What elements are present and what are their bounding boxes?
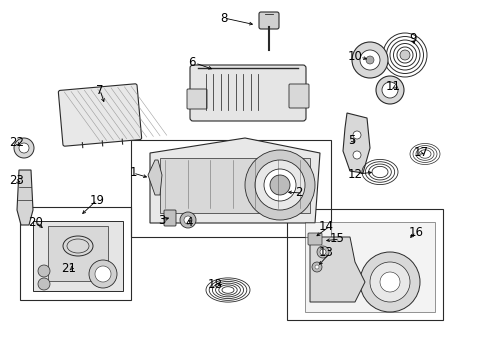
Polygon shape: [305, 222, 434, 312]
Circle shape: [14, 138, 34, 158]
FancyBboxPatch shape: [307, 233, 321, 245]
Text: 6: 6: [188, 57, 195, 69]
Circle shape: [375, 76, 403, 104]
Text: 11: 11: [385, 81, 400, 94]
Bar: [20, 207, 131, 300]
FancyBboxPatch shape: [190, 65, 305, 121]
Text: 23: 23: [10, 175, 24, 188]
Circle shape: [351, 42, 387, 78]
Polygon shape: [148, 160, 162, 195]
Text: 8: 8: [220, 12, 227, 24]
Circle shape: [244, 150, 314, 220]
Circle shape: [314, 265, 318, 269]
Text: 20: 20: [28, 216, 43, 229]
Circle shape: [38, 278, 50, 290]
Text: 10: 10: [347, 50, 362, 63]
Circle shape: [38, 265, 50, 277]
Text: 21: 21: [61, 261, 76, 274]
Text: 2: 2: [295, 186, 302, 199]
Circle shape: [19, 143, 29, 153]
Circle shape: [319, 249, 325, 255]
Circle shape: [311, 262, 321, 272]
Bar: [131, 140, 330, 237]
Circle shape: [399, 50, 409, 60]
Text: 14: 14: [318, 220, 333, 233]
Circle shape: [352, 151, 360, 159]
Circle shape: [369, 262, 409, 302]
Circle shape: [183, 216, 192, 224]
Circle shape: [352, 131, 360, 139]
Circle shape: [95, 266, 111, 282]
Text: 7: 7: [96, 84, 103, 96]
FancyBboxPatch shape: [58, 84, 142, 146]
Text: 4: 4: [185, 216, 192, 230]
Circle shape: [254, 160, 305, 210]
Circle shape: [269, 175, 289, 195]
Circle shape: [365, 56, 373, 64]
Text: 13: 13: [318, 247, 333, 260]
Polygon shape: [150, 138, 319, 223]
Text: 16: 16: [407, 225, 423, 238]
Text: 9: 9: [408, 31, 416, 45]
Circle shape: [359, 252, 419, 312]
Text: 18: 18: [207, 278, 222, 291]
Circle shape: [264, 169, 295, 201]
Circle shape: [89, 260, 117, 288]
Text: 3: 3: [158, 213, 165, 226]
FancyBboxPatch shape: [163, 210, 176, 226]
Polygon shape: [17, 170, 33, 225]
Text: 5: 5: [347, 134, 355, 147]
Circle shape: [381, 82, 397, 98]
FancyBboxPatch shape: [259, 12, 279, 29]
Bar: [286, 209, 442, 320]
Text: 1: 1: [129, 166, 137, 180]
Polygon shape: [33, 221, 123, 291]
Text: 19: 19: [89, 194, 104, 207]
Text: 12: 12: [347, 167, 362, 180]
Text: 15: 15: [329, 233, 344, 246]
Polygon shape: [342, 113, 369, 173]
FancyBboxPatch shape: [186, 89, 206, 109]
FancyBboxPatch shape: [288, 84, 308, 108]
Bar: [160, 158, 309, 213]
Circle shape: [359, 50, 379, 70]
Text: 17: 17: [413, 147, 427, 159]
Polygon shape: [309, 237, 364, 302]
Text: 22: 22: [9, 136, 24, 149]
Circle shape: [379, 272, 399, 292]
Bar: [48, 226, 108, 281]
Circle shape: [316, 246, 328, 258]
Circle shape: [180, 212, 196, 228]
